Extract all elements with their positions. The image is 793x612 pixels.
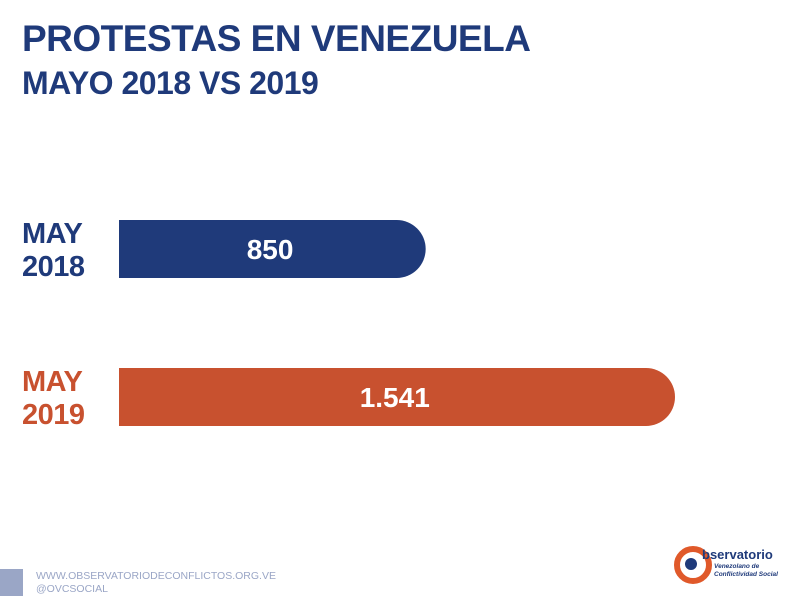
- logo-word: bservatorio: [702, 547, 773, 562]
- footer-website-link[interactable]: WWW.OBSERVATORIODECONFLICTOS.ORG.VE: [36, 570, 276, 582]
- chart-subtitle: MAYO 2018 VS 2019: [22, 65, 319, 101]
- bar-1: [119, 368, 675, 426]
- footer-square: [0, 569, 23, 596]
- logo-o-ring-icon: [674, 546, 712, 584]
- logo-dot-icon: [685, 558, 697, 570]
- category-label-0-0: MAY: [22, 218, 82, 250]
- ovcs-logo: bservatorio Venezolano de Conflictividad…: [674, 544, 786, 592]
- footer-text: WWW.OBSERVATORIODECONFLICTOS.ORG.VE @OVC…: [36, 570, 276, 596]
- category-label-0-1: 2018: [22, 251, 85, 283]
- bar-0: [119, 220, 426, 278]
- bar-value-label-0: 850: [247, 234, 294, 265]
- logo-subtitle-line2: Conflictividad Social: [714, 571, 778, 578]
- logo-subtitle-line1: Venezolano de: [714, 563, 760, 570]
- logo-subtitle: Venezolano de Conflictividad Social: [714, 563, 778, 579]
- category-label-1-0: MAY: [22, 366, 82, 398]
- bar-value-label-1: 1.541: [360, 382, 430, 413]
- footer-handle: @OVCSOCIAL: [36, 583, 108, 595]
- chart-title: PROTESTAS EN VENEZUELA: [22, 18, 531, 59]
- category-label-1-1: 2019: [22, 399, 85, 431]
